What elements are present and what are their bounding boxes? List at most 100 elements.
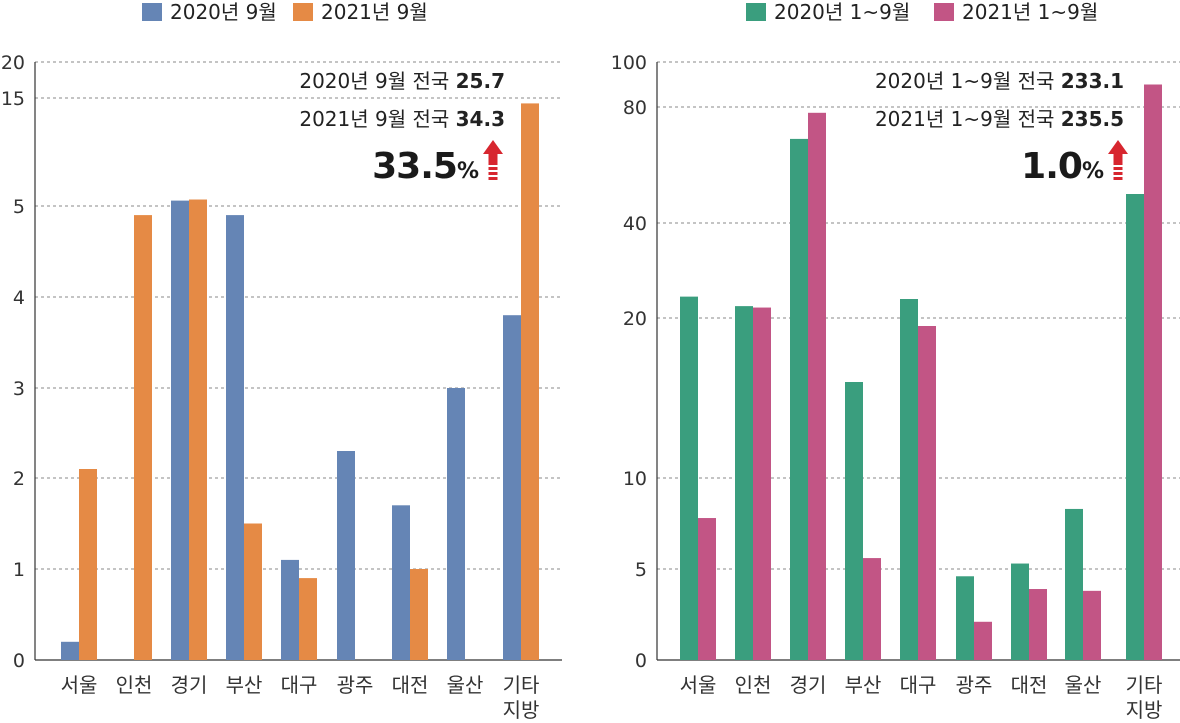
bar: [808, 112, 826, 661]
arrow-stripe: [1113, 167, 1123, 170]
annotation-line2: 2021년 1~9월 전국 235.5: [875, 107, 1124, 131]
bar: [918, 326, 936, 660]
x-tick-label: 울산: [1065, 673, 1102, 697]
bar: [79, 469, 97, 660]
bar: [226, 215, 244, 660]
bar: [503, 315, 521, 660]
annotation-value: 25.7: [456, 69, 505, 93]
annotation-prefix: 2021년 9월 전국: [299, 107, 455, 131]
x-tick-label: 대전: [1011, 673, 1048, 697]
legend-label: 2021년 1~9월: [962, 0, 1098, 24]
arrow-stripe: [1113, 177, 1123, 180]
annotation-prefix: 2020년 1~9월 전국: [875, 69, 1061, 93]
bar: [299, 578, 317, 660]
annotation-prefix: 2020년 9월 전국: [299, 69, 455, 93]
x-tick-label: 부산: [845, 673, 882, 697]
annotation-value: 235.5: [1061, 107, 1124, 131]
change-value: 33.5%: [372, 146, 479, 187]
x-tick-label: 울산: [447, 673, 484, 697]
annotation-line2: 2021년 9월 전국 34.3: [299, 107, 505, 131]
arrow-shaft: [488, 154, 498, 165]
legend-swatch: [142, 3, 162, 21]
y-tick-label: 15: [1, 88, 25, 110]
x-tick-label: 서울: [680, 673, 717, 697]
x-tick-label: 기타: [1126, 673, 1163, 697]
y-tick-label: 4: [13, 287, 25, 309]
bar: [521, 103, 539, 660]
arrow-stripe: [488, 172, 498, 175]
bar: [1011, 563, 1029, 660]
annotation-prefix: 2021년 1~9월 전국: [875, 107, 1061, 131]
arrow-head: [483, 140, 503, 154]
bar: [189, 199, 207, 660]
bar: [134, 215, 152, 660]
y-tick-label: 5: [13, 196, 25, 218]
annotation-value: 34.3: [456, 107, 505, 131]
change-value: 1.0%: [1021, 146, 1104, 187]
legend-swatch: [934, 3, 954, 21]
arrow-stripe: [488, 167, 498, 170]
up-arrow-icon: [483, 140, 503, 180]
y-tick-label: 2: [13, 468, 25, 490]
y-tick-label: 80: [623, 97, 647, 119]
change-number: 33.5: [372, 146, 457, 187]
arrow-shaft: [1113, 154, 1123, 165]
y-tick-label: 5: [635, 559, 647, 581]
bar: [735, 306, 753, 660]
legend-swatch: [746, 3, 766, 21]
x-tick-label: 서울: [61, 673, 98, 697]
x-tick-label: 경기: [790, 673, 827, 697]
bar: [1126, 194, 1144, 660]
bar: [337, 451, 355, 660]
arrow-stripe: [488, 177, 498, 180]
legend-label: 2020년 9월: [170, 0, 277, 24]
bar: [410, 569, 428, 660]
annotation-line1: 2020년 9월 전국 25.7: [299, 69, 505, 93]
y-tick-label: 20: [1, 52, 25, 74]
x-tick-label: 대전: [392, 673, 429, 697]
bar: [1144, 84, 1162, 660]
x-tick-label: 인천: [116, 673, 153, 697]
legend-label: 2020년 1~9월: [774, 0, 910, 24]
bar: [956, 576, 974, 660]
up-arrow-icon: [1108, 140, 1128, 180]
change-unit: %: [457, 159, 479, 184]
bar: [392, 505, 410, 660]
legend-swatch: [293, 3, 313, 21]
annotation-line1: 2020년 1~9월 전국 233.1: [875, 69, 1124, 93]
x-tick-label: 경기: [171, 673, 208, 697]
bar: [447, 388, 465, 660]
x-tick-label: 지방: [1126, 698, 1163, 722]
bar: [281, 559, 299, 660]
x-tick-label: 기타: [503, 673, 540, 697]
y-tick-label: 1: [13, 559, 25, 581]
bar: [845, 382, 863, 660]
y-tick-label: 0: [13, 650, 25, 672]
bar: [974, 621, 992, 660]
bar: [1083, 590, 1101, 660]
y-tick-label: 3: [13, 378, 25, 400]
x-tick-label: 부산: [226, 673, 263, 697]
y-tick-label: 40: [623, 213, 647, 235]
x-tick-label: 대구: [900, 673, 937, 697]
x-tick-label: 광주: [956, 673, 993, 697]
arrow-stripe: [1113, 172, 1123, 175]
bar: [244, 523, 262, 660]
arrow-head: [1108, 140, 1128, 154]
bar: [1029, 589, 1047, 660]
bar: [171, 200, 189, 660]
x-tick-label: 광주: [337, 673, 374, 697]
bar: [61, 641, 79, 660]
bar: [698, 518, 716, 660]
bar: [680, 296, 698, 660]
x-tick-label: 지방: [503, 698, 540, 722]
bar: [900, 299, 918, 660]
x-tick-label: 인천: [735, 673, 772, 697]
bar: [863, 558, 881, 660]
annotation-value: 233.1: [1061, 69, 1124, 93]
y-tick-label: 20: [623, 308, 647, 330]
legend-label: 2021년 9월: [321, 0, 428, 24]
change-number: 1.0: [1021, 146, 1082, 187]
